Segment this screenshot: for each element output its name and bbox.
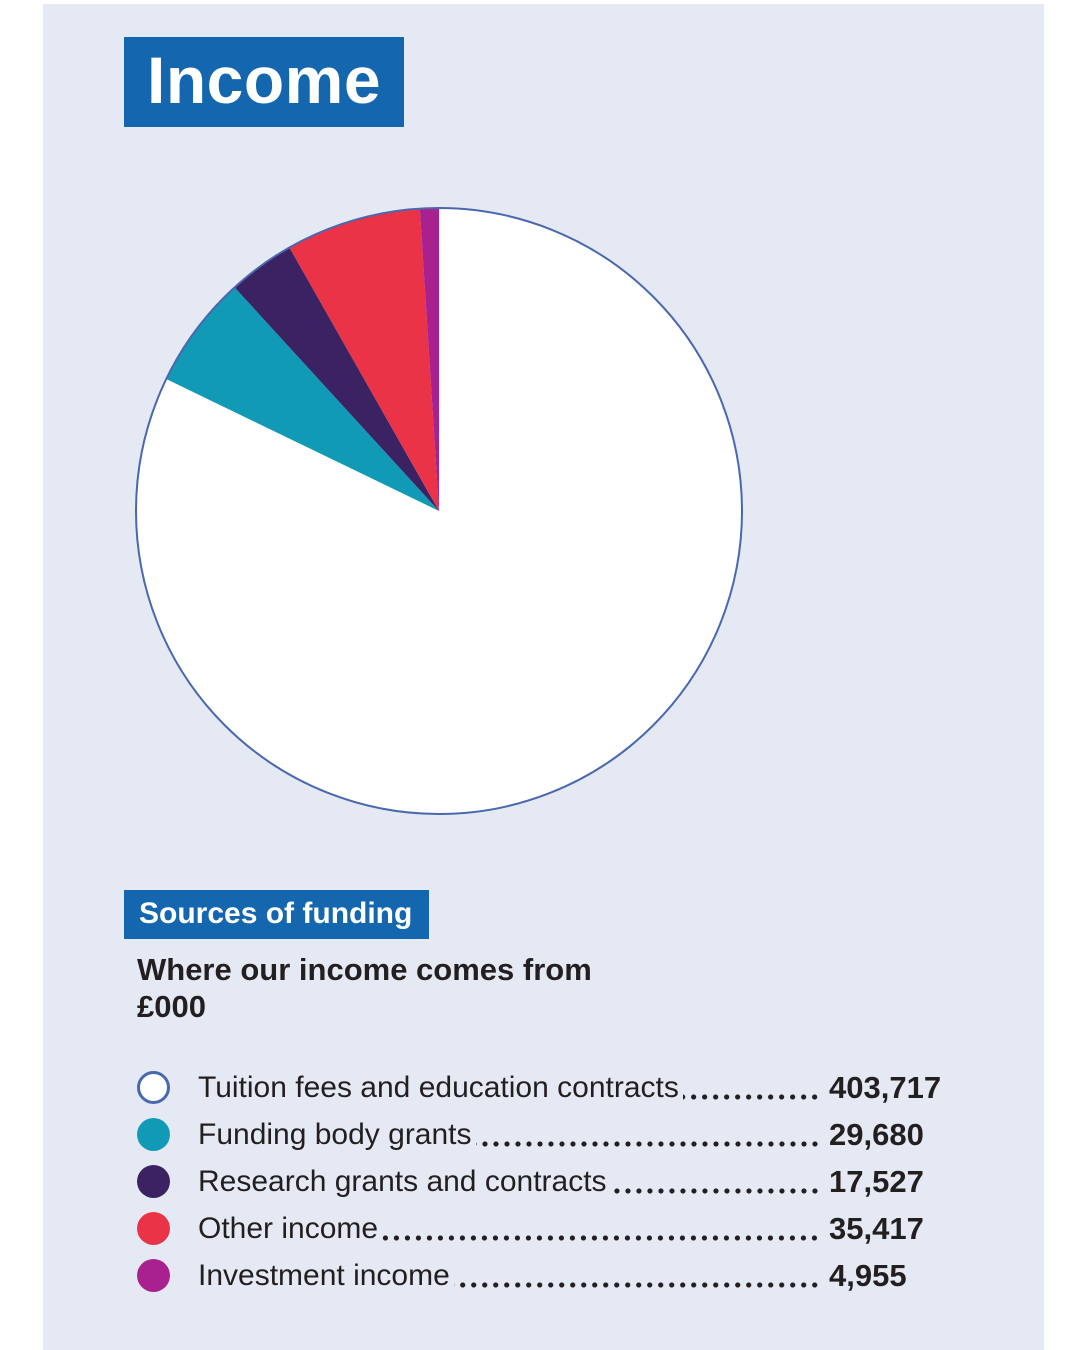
legend-label: Tuition fees and education contracts: [198, 1070, 679, 1104]
page-title: Income: [147, 43, 382, 117]
legend-bullet-icon: [137, 1165, 170, 1198]
legend-label: Other income: [198, 1211, 379, 1245]
pie-slice-2: [234, 247, 439, 511]
legend-item: Research grants and contracts 17,527: [137, 1158, 957, 1205]
legend-value: 17,527: [829, 1163, 924, 1199]
legend-item: Investment income 4,955: [137, 1252, 957, 1299]
chart-subtitle: Where our income comes from: [137, 952, 592, 987]
dot-leader-icon: [682, 1094, 820, 1100]
legend-value: 403,717: [829, 1069, 942, 1105]
legend: Tuition fees and education contracts 403…: [137, 1064, 957, 1299]
chart-subtitle-block: Where our income comes from £000: [137, 951, 592, 1025]
legend-item: Funding body grants 29,680: [137, 1111, 957, 1158]
page-title-banner: Income: [124, 37, 405, 127]
legend-item: Tuition fees and education contracts 403…: [137, 1064, 957, 1111]
section-title: Sources of funding: [139, 897, 413, 930]
legend-label: Funding body grants: [198, 1117, 472, 1151]
chart-units: £000: [137, 989, 206, 1024]
legend-item: Other income 35,417: [137, 1205, 957, 1252]
dot-leader-icon: [610, 1188, 820, 1194]
legend-label: Investment income: [198, 1258, 450, 1292]
dot-leader-icon: [382, 1235, 820, 1241]
pie-slice-0: [135, 208, 742, 814]
pie-slice-1: [166, 287, 439, 511]
legend-bullet-icon: [137, 1071, 170, 1104]
legend-value: 35,417: [829, 1210, 924, 1246]
pie-svg: [135, 207, 743, 815]
legend-bullet-icon: [137, 1259, 170, 1292]
section-title-banner: Sources of funding: [124, 890, 430, 939]
legend-value: 29,680: [829, 1116, 924, 1152]
legend-bullet-icon: [137, 1118, 170, 1151]
legend-value: 4,955: [829, 1257, 907, 1293]
pie-slice-4: [419, 208, 439, 511]
dot-leader-icon: [453, 1282, 820, 1288]
legend-bullet-icon: [137, 1212, 170, 1245]
pie-slice-3: [289, 208, 439, 512]
income-pie-chart: [131, 203, 747, 819]
dot-leader-icon: [475, 1141, 820, 1147]
pie-outline: [135, 207, 743, 815]
legend-label: Research grants and contracts: [198, 1164, 607, 1198]
